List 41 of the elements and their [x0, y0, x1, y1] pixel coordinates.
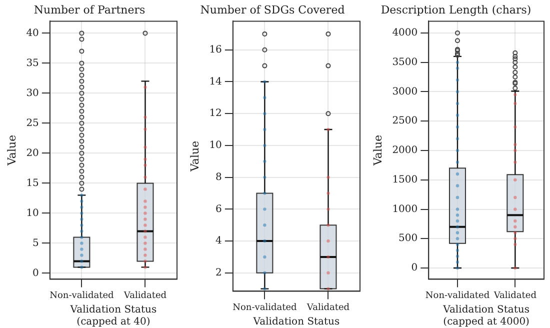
y-tick-label: 15 [26, 178, 39, 189]
y-tick-label: 4 [216, 236, 222, 247]
x-axis-title: Validation Status (capped at 40) [69, 304, 157, 328]
y-tick-label: 1500 [392, 174, 418, 186]
y-tick-label: 10 [209, 140, 222, 152]
y-tick-label: 14 [209, 76, 222, 88]
chart-title: Number of SDGs Covered [200, 3, 345, 16]
y-axis-title: Value [371, 134, 384, 167]
y-tick-label: 25 [26, 118, 39, 129]
y-tick-label: 2 [216, 267, 222, 278]
y-tick-label: 500 [398, 233, 418, 244]
x-tick-label: Non-validated [425, 290, 490, 301]
y-tick-label: 4000 [392, 28, 418, 39]
y-tick-label: 0 [411, 262, 418, 274]
chart-title: Description Length (chars) [380, 3, 532, 16]
x-axis-title: Validation Status (capped at 4000) [442, 304, 530, 328]
y-tick-label: 16 [209, 44, 222, 56]
y-axis-title: Value [5, 134, 18, 167]
y-tick-label: 8 [216, 172, 222, 183]
x-tick-label: Validated [122, 290, 167, 301]
x-tick-label: Non-validated [232, 302, 298, 313]
x-tick-label: Validated [306, 302, 350, 313]
y-tick-label: 2500 [392, 116, 418, 127]
y-axis-title: Value [188, 140, 202, 173]
y-tick-label: 10 [26, 208, 39, 219]
y-tick-label: 35 [26, 58, 39, 69]
y-tick-label: 12 [209, 108, 222, 120]
x-tick-label: Non-validated [50, 290, 114, 301]
y-tick-label: 30 [26, 88, 39, 99]
y-tick-label: 0 [32, 268, 39, 279]
x-axis-title: Validation Status [252, 316, 340, 328]
y-tick-label: 1000 [392, 204, 418, 215]
y-tick-label: 3500 [392, 56, 418, 68]
y-tick-label: 20 [26, 148, 39, 159]
y-tick-label: 2000 [392, 145, 418, 156]
y-tick-label: 5 [32, 238, 39, 249]
chart-title: Number of Partners [34, 3, 146, 16]
y-tick-label: 40 [26, 28, 39, 39]
y-tick-label: 6 [216, 204, 222, 215]
x-tick-label: Validated [492, 290, 537, 301]
y-tick-label: 3000 [392, 86, 418, 98]
